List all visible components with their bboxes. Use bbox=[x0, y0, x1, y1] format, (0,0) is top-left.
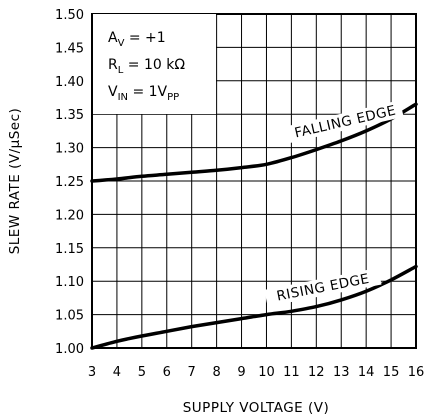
series-label-background bbox=[286, 100, 404, 143]
series-curves bbox=[90, 102, 418, 350]
conditions-background bbox=[93, 14, 216, 114]
x-tick-label: 6 bbox=[163, 365, 171, 380]
x-tick-label: 12 bbox=[308, 365, 325, 380]
x-tick-label: 9 bbox=[237, 365, 245, 380]
y-tick-label: 1.50 bbox=[55, 8, 84, 23]
y-tick-label: 1.45 bbox=[55, 41, 84, 56]
condition-2: VIN = 1VPP bbox=[108, 84, 179, 103]
y-tick-label: 1.30 bbox=[55, 142, 84, 157]
y-tick-label: 1.20 bbox=[55, 208, 84, 223]
x-tick-label: 14 bbox=[358, 365, 375, 380]
x-tick-label: 8 bbox=[212, 365, 220, 380]
condition-0: AV = +1 bbox=[108, 30, 166, 49]
y-tick-label: 1.05 bbox=[55, 309, 84, 324]
x-tick-label: 11 bbox=[283, 365, 300, 380]
y-tick-label: 1.35 bbox=[55, 108, 84, 123]
x-tick-label: 3 bbox=[88, 365, 96, 380]
condition-1: RL = 10 kΩ bbox=[108, 57, 185, 76]
series-label: RISING EDGE bbox=[275, 271, 371, 305]
x-tick-label: 13 bbox=[333, 365, 350, 380]
series-line-rising-edge bbox=[90, 264, 418, 350]
x-tick-label: 5 bbox=[138, 365, 146, 380]
x-axis-title: SUPPLY VOLTAGE (V) bbox=[183, 400, 330, 416]
x-tick-label: 7 bbox=[188, 365, 196, 380]
x-tick-label: 10 bbox=[258, 365, 275, 380]
y-tick-label: 1.15 bbox=[55, 242, 84, 257]
y-tick-label: 1.10 bbox=[55, 275, 84, 290]
series-label-background bbox=[264, 267, 382, 307]
x-tick-labels: 3 4 5 6 7 8 9 10 11 12 13 14 15 16 bbox=[88, 365, 424, 380]
test-conditions: AV = +1 RL = 10 kΩ VIN = 1VPP bbox=[108, 30, 185, 103]
y-tick-label: 1.40 bbox=[55, 75, 84, 90]
y-tick-label: 1.25 bbox=[55, 175, 84, 190]
x-tick-label: 16 bbox=[408, 365, 425, 380]
y-tick-labels: 1.00 1.05 1.10 1.15 1.20 1.25 1.30 1.35 1.40 1.45… bbox=[55, 8, 84, 357]
x-tick-label: 15 bbox=[383, 365, 400, 380]
y-axis-title: SLEW RATE (V/µSec) bbox=[7, 108, 23, 255]
x-tick-label: 4 bbox=[113, 365, 121, 380]
series-line-falling-edge bbox=[90, 102, 418, 183]
y-tick-label: 1.00 bbox=[55, 342, 84, 357]
